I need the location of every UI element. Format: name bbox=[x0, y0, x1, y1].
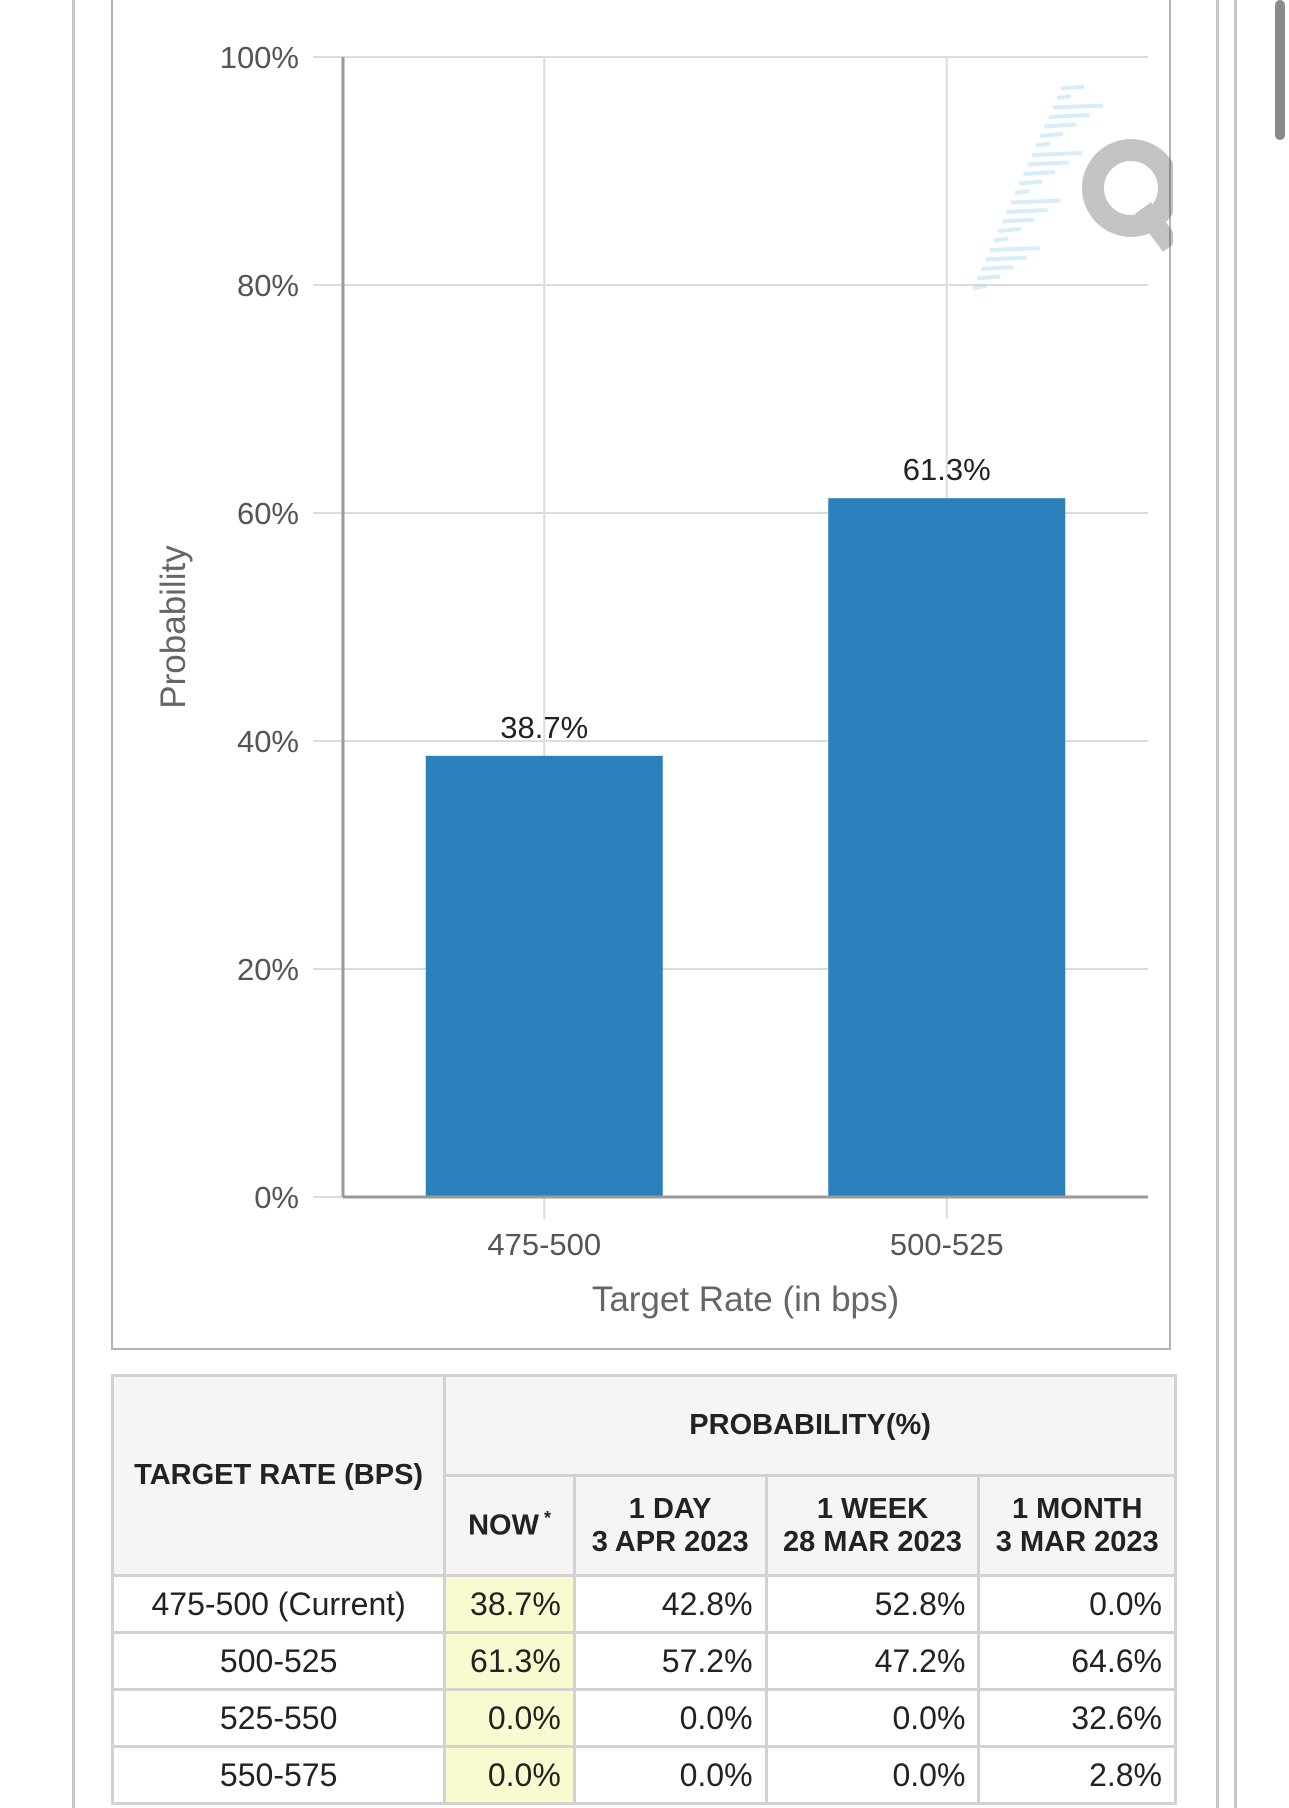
watermark-dash bbox=[993, 236, 1009, 243]
watermark-dash bbox=[1044, 122, 1077, 129]
watermark-dash bbox=[1027, 160, 1069, 167]
probability-header: PROBABILITY(%) bbox=[443, 1374, 1177, 1477]
chart-panel: 38.7% 61.3% 0% 20% 40% 60% 80% 100% 475-500 500-… bbox=[111, 0, 1173, 1350]
x-tick-label: 500-525 bbox=[890, 1227, 1004, 1262]
watermark-q-tail bbox=[1134, 202, 1173, 252]
watermark-dash bbox=[1019, 179, 1043, 186]
watermark-dash bbox=[1023, 170, 1056, 176]
page-border-right-outer bbox=[1234, 0, 1237, 1808]
watermark-dash bbox=[1010, 198, 1061, 205]
q-logo-watermark bbox=[972, 84, 1173, 290]
page-border-left bbox=[72, 0, 75, 1808]
table-row: 475-500 (Current) 38.7% 42.8% 52.8% 0.0% bbox=[110, 1574, 1177, 1634]
bar-value-label: 61.3% bbox=[903, 452, 991, 487]
y-axis-title: Probability bbox=[154, 545, 193, 709]
watermark-dash bbox=[1014, 189, 1030, 195]
watermark-dash bbox=[989, 246, 1040, 252]
bar-500-525 bbox=[828, 498, 1066, 1197]
probability-cell: 42.8% bbox=[572, 1574, 768, 1634]
probability-cell: 0.0% bbox=[764, 1745, 981, 1805]
x-axis-title: Target Rate (in bps) bbox=[592, 1280, 899, 1319]
watermark-dash bbox=[1006, 208, 1048, 214]
now-probability-cell: 61.3% bbox=[443, 1631, 576, 1691]
watermark-dash bbox=[1052, 103, 1103, 110]
watermark-q-ring bbox=[1082, 139, 1173, 237]
scrollbar-thumb[interactable] bbox=[1275, 0, 1285, 140]
y-tick-label: 60% bbox=[237, 496, 299, 531]
watermark-dash bbox=[1040, 132, 1064, 138]
probability-cell: 57.2% bbox=[572, 1631, 768, 1691]
watermark-dash bbox=[1002, 217, 1035, 224]
probability-cell: 0.0% bbox=[764, 1688, 981, 1748]
y-tick-label: 80% bbox=[237, 268, 299, 303]
probability-table-wrap: TARGET RATE (BPS) PROBABILITY(%) NOW * 1 … bbox=[110, 1374, 1177, 1805]
y-tick-label: 40% bbox=[237, 724, 299, 759]
y-tick-label: 100% bbox=[220, 40, 299, 75]
now-probability-cell: 0.0% bbox=[443, 1688, 576, 1748]
watermark-dash bbox=[1035, 141, 1051, 148]
watermark-dash bbox=[977, 274, 1001, 281]
y-tick-label: 20% bbox=[237, 952, 299, 987]
now-probability-cell: 38.7% bbox=[443, 1574, 576, 1634]
probability-cell: 64.6% bbox=[977, 1631, 1177, 1691]
watermark-dash bbox=[981, 265, 1014, 271]
table-row: 500-525 61.3% 57.2% 47.2% 64.6% bbox=[110, 1631, 1177, 1691]
target-rate-cell: 550-575 bbox=[110, 1745, 447, 1805]
target-rate-cell: 475-500 (Current) bbox=[110, 1574, 447, 1634]
watermark-dash bbox=[972, 284, 988, 290]
probability-cell: 0.0% bbox=[572, 1688, 768, 1748]
target-rate-cell: 500-525 bbox=[110, 1631, 447, 1691]
watermark-dash bbox=[1031, 151, 1082, 157]
column-header: NOW * bbox=[443, 1474, 576, 1577]
bar-chart: 38.7% 61.3% 0% 20% 40% 60% 80% 100% 475-500 500-… bbox=[154, 40, 1173, 1319]
table-row: 525-550 0.0% 0.0% 0.0% 32.6% bbox=[110, 1688, 1177, 1748]
column-header: 1 MONTH 3 MAR 2023 bbox=[977, 1474, 1177, 1577]
probability-cell: 0.0% bbox=[977, 1574, 1177, 1634]
probability-cell: 47.2% bbox=[764, 1631, 981, 1691]
watermark-dash bbox=[998, 227, 1022, 233]
probability-cell: 32.6% bbox=[977, 1688, 1177, 1748]
column-header: 1 DAY 3 APR 2023 bbox=[572, 1474, 768, 1577]
bar-475-500 bbox=[425, 755, 663, 1197]
probability-cell: 0.0% bbox=[572, 1745, 768, 1805]
probability-cell: 2.8% bbox=[977, 1745, 1177, 1805]
probability-cell: 52.8% bbox=[764, 1574, 981, 1634]
y-tick-label: 0% bbox=[254, 1180, 299, 1215]
target-rate-cell: 525-550 bbox=[110, 1688, 447, 1748]
table-row: 550-575 0.0% 0.0% 0.0% 2.8% bbox=[110, 1745, 1177, 1805]
watermark-dash bbox=[1048, 113, 1090, 119]
bar-value-label: 38.7% bbox=[500, 710, 588, 745]
column-header: 1 WEEK 28 MAR 2023 bbox=[764, 1474, 981, 1577]
watermark-dash bbox=[1056, 94, 1072, 100]
x-tick-label: 475-500 bbox=[487, 1227, 601, 1262]
watermark-dash bbox=[985, 255, 1027, 262]
probability-table: TARGET RATE (BPS) PROBABILITY(%) NOW * 1 … bbox=[110, 1374, 1177, 1805]
now-probability-cell: 0.0% bbox=[443, 1745, 576, 1805]
page-border-right bbox=[1216, 0, 1219, 1808]
watermark-dash bbox=[1061, 84, 1085, 91]
target-rate-header: TARGET RATE (BPS) bbox=[110, 1374, 447, 1577]
